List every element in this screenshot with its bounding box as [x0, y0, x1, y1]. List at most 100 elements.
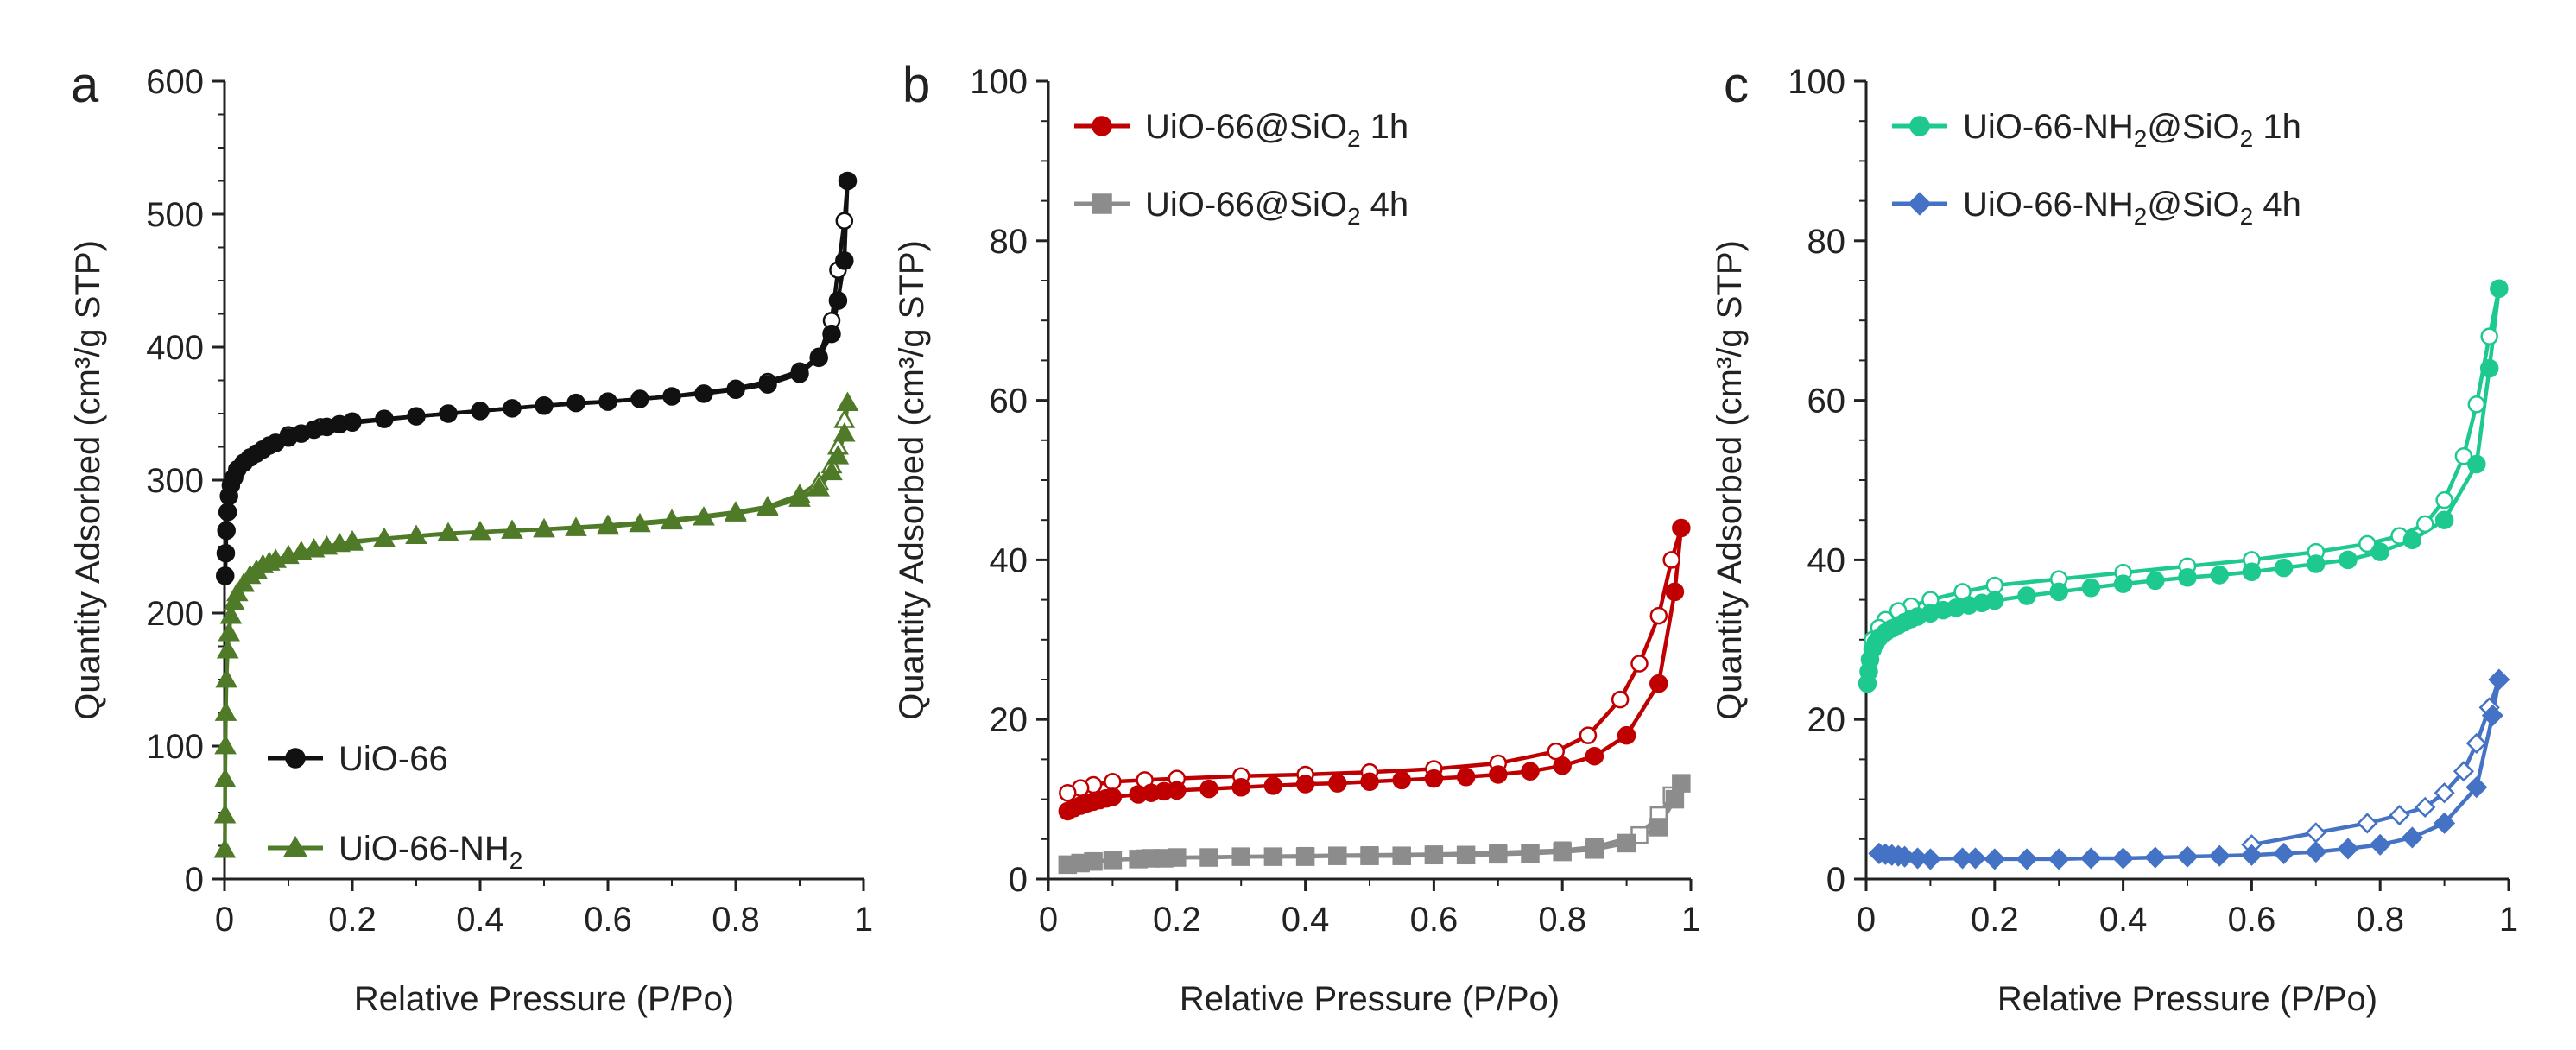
panel-b: 0 20 40 60 80 100 0 0.2 0.4 0.6 0.8 1 Relative Press… [893, 57, 1700, 1018]
adsorption-point [1489, 765, 1508, 784]
adsorption-point [2467, 454, 2486, 474]
adsorption-point [1295, 847, 1315, 866]
adsorption-point [1649, 818, 1668, 837]
panel-a: 0 100 200 300 400 500 600 0 0.2 0.4 0.6 0.8 1 Relativ… [69, 57, 873, 1018]
adsorption-point [826, 445, 850, 465]
x-tick-label: 0.2 [328, 901, 377, 939]
y-tick-label: 500 [146, 196, 204, 234]
x-tick-label: 0.2 [1153, 901, 1201, 939]
adsorption-point [218, 503, 237, 522]
adsorption-point [838, 171, 858, 191]
adsorption-point [1295, 775, 1315, 794]
adsorption-point [217, 521, 236, 541]
adsorption-point [790, 364, 809, 383]
adsorption-point [725, 502, 747, 522]
panel-c: 0 20 40 60 80 100 0 0.2 0.4 0.6 0.8 1 Relative Press… [1711, 57, 2518, 1018]
y-tick-label: 40 [1807, 541, 1846, 579]
x-tick-label: 0.8 [1538, 901, 1586, 939]
desorption-point [2465, 732, 2487, 755]
adsorption-point [218, 622, 240, 642]
adsorption-point [471, 402, 490, 421]
adsorption-point [2016, 848, 2038, 870]
adsorption-point [2146, 571, 2165, 591]
adsorption-point [1103, 851, 1123, 870]
adsorption-point [2434, 510, 2454, 529]
desorption-point [2305, 822, 2326, 844]
adsorption-point [1424, 845, 1444, 865]
y-tick-label: 600 [146, 63, 204, 101]
adsorption-point [807, 477, 830, 497]
adsorption-point [1617, 725, 1636, 745]
desorption-point [2480, 327, 2498, 345]
desorption-line [351, 402, 850, 544]
series-uio-66-sio2-4h [1058, 774, 1691, 875]
adsorption-line [1878, 679, 2502, 862]
legend-entry: UiO-66@SiO2 4h [1074, 186, 1408, 230]
adsorption-point [2112, 847, 2135, 870]
adsorption-point [1585, 746, 1604, 766]
adsorption-point [2479, 358, 2499, 378]
adsorption-point [2434, 812, 2456, 834]
adsorption-point [1617, 833, 1636, 853]
adsorption-point [2240, 844, 2263, 866]
adsorption-point [1231, 777, 1250, 797]
adsorption-point [2339, 550, 2358, 570]
adsorption-point [629, 512, 651, 533]
y-axis-label: Quantity Adsorbed (cm³/g STP) [893, 240, 931, 720]
desorption-point [1611, 690, 1630, 709]
adsorption-point [535, 396, 554, 415]
desorption-point [2467, 395, 2486, 414]
y-tick-label: 300 [146, 462, 204, 500]
x-tick-label: 0 [1857, 901, 1876, 939]
desorption-point [2435, 490, 2453, 509]
adsorption-point [2402, 530, 2422, 550]
adsorption-point [1084, 851, 1103, 871]
x-tick-label: 0.6 [1410, 901, 1459, 939]
adsorption-point [373, 527, 396, 547]
desorption-point [1985, 576, 2004, 595]
adsorption-point [809, 348, 828, 368]
y-tick-label: 200 [146, 595, 204, 633]
adsorption-point [820, 460, 843, 481]
legend-marker [1909, 116, 1930, 136]
adsorption-point [1665, 789, 1685, 809]
adsorption-point [1199, 848, 1218, 867]
x-tick-label: 0.4 [456, 901, 504, 939]
x-tick-label: 0.6 [584, 901, 632, 939]
desorption-point [1630, 655, 1649, 673]
adsorption-point [1665, 582, 1685, 602]
adsorption-point [213, 838, 237, 858]
y-tick-label: 100 [1788, 63, 1845, 101]
adsorption-point [2144, 846, 2167, 869]
adsorption-point [216, 543, 236, 563]
series-uio-66-sio2-1h [1058, 518, 1691, 821]
adsorption-point [2274, 558, 2294, 578]
adsorption-point [219, 604, 243, 624]
adsorption-point [1984, 848, 2006, 870]
adsorption-point [758, 375, 777, 394]
adsorption-point [2465, 776, 2488, 799]
adsorption-point [1199, 779, 1218, 799]
x-tick-label: 0.8 [712, 901, 760, 939]
adsorption-point [2307, 554, 2326, 573]
adsorption-point [2401, 826, 2423, 849]
panel-label: c [1724, 57, 1749, 113]
desorption-point [2434, 782, 2455, 804]
legend-entry: UiO-66-NH2@SiO2 1h [1892, 108, 2301, 152]
adsorption-point [2079, 847, 2102, 870]
x-tick-label: 0.4 [2099, 901, 2148, 939]
adsorption-point [1168, 781, 1187, 800]
adsorption-point [2369, 833, 2391, 856]
adsorption-point [2337, 838, 2359, 860]
adsorption-point [1456, 767, 1476, 787]
adsorption-point [439, 404, 458, 423]
adsorption-point [2481, 705, 2503, 727]
legend-entry: UiO-66-NH2@SiO2 4h [1892, 186, 2301, 230]
x-tick-label: 0 [1039, 901, 1058, 939]
y-tick-label: 0 [1826, 861, 1845, 899]
adsorption-point [756, 497, 779, 516]
y-tick-label: 0 [1009, 861, 1028, 899]
adsorption-point [2176, 845, 2199, 868]
series-uio-66-nh2 [213, 391, 859, 858]
legend-marker [1908, 192, 1932, 216]
